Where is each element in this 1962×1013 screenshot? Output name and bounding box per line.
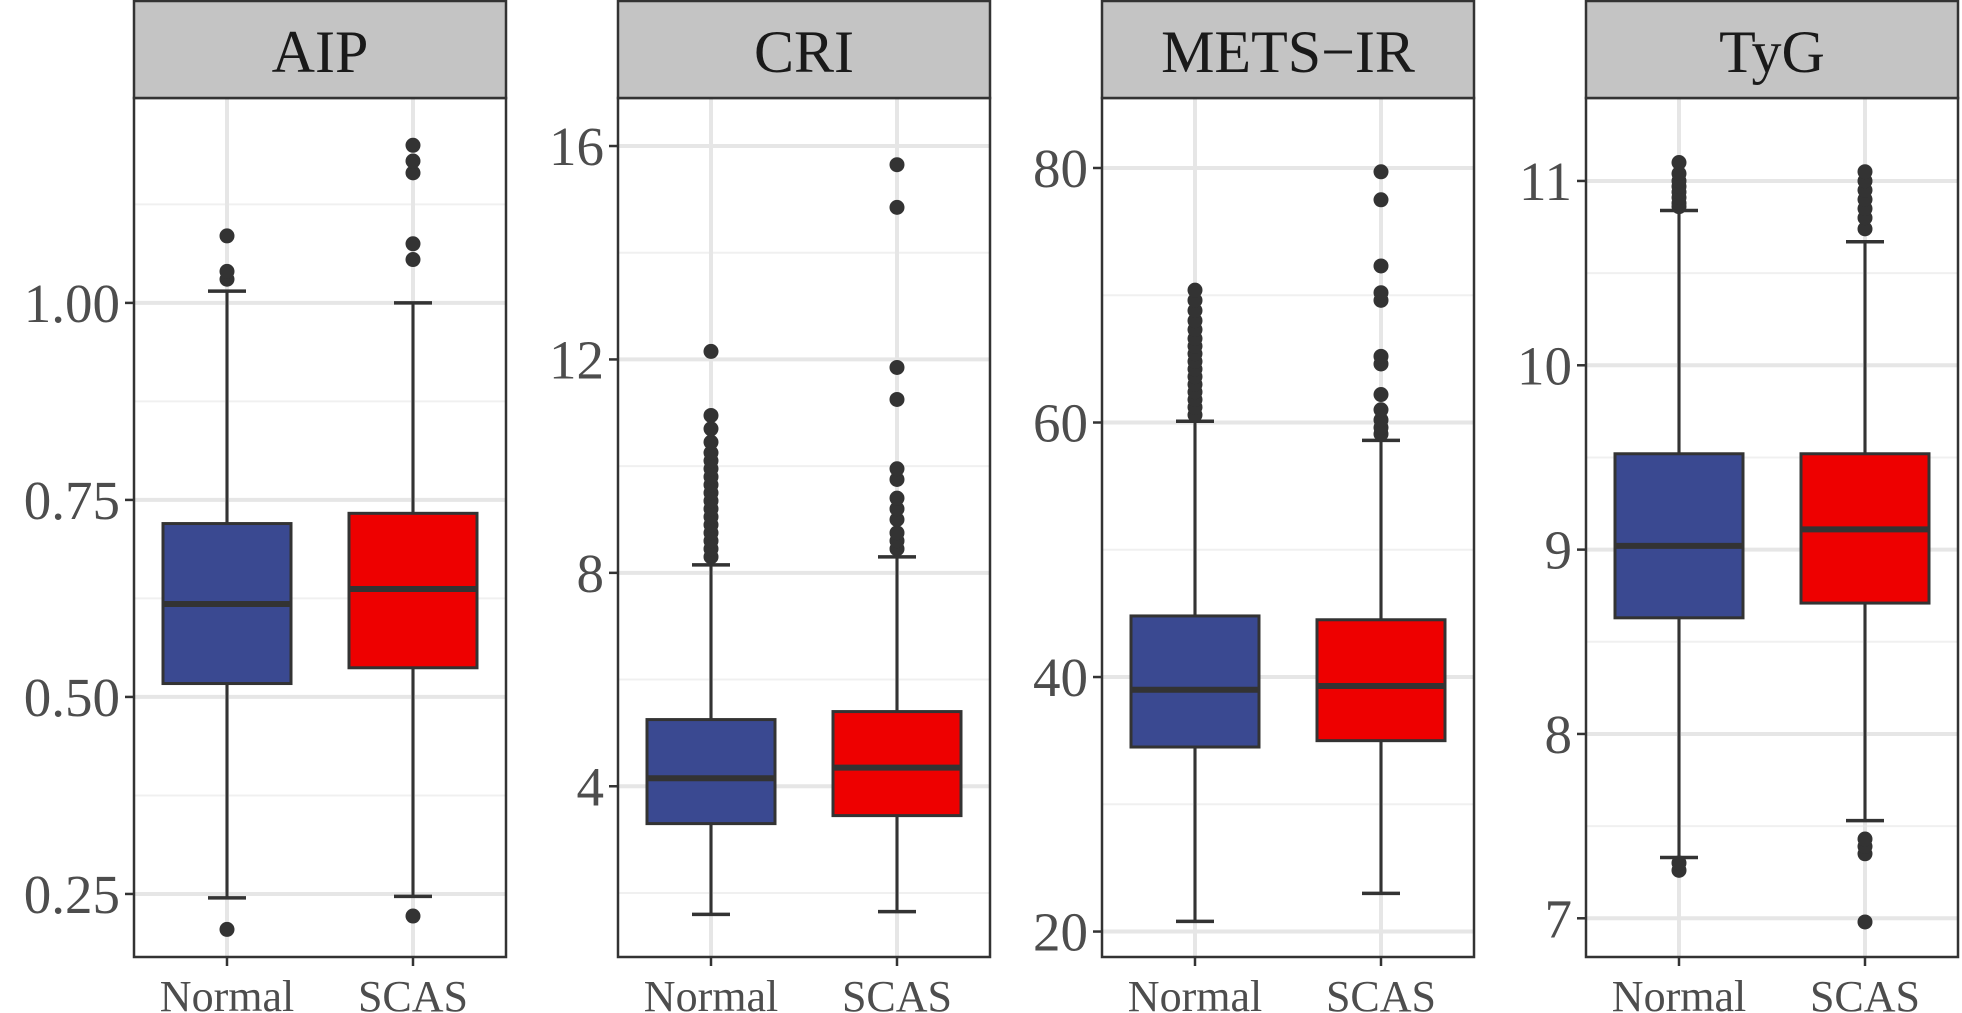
outlier-point: [1373, 258, 1389, 274]
box-normal: [1129, 282, 1261, 924]
y-tick-label: 10: [1517, 335, 1572, 396]
outlier-point: [405, 236, 421, 252]
outlier-point: [1671, 166, 1687, 182]
outlier-point: [405, 908, 421, 924]
box-scas: [831, 157, 963, 914]
panel-1: AIP 0.25 0.50 0.75 1.00 Normal SCAS: [24, 0, 508, 1013]
box-iqr: [1315, 618, 1447, 743]
outlier-point: [1671, 855, 1687, 871]
box-scas: [1799, 164, 1931, 930]
facet-strip: [616, 0, 992, 100]
y-tick-label: 12: [549, 329, 604, 390]
outlier-point: [703, 445, 719, 461]
outlier-point: [1671, 155, 1687, 171]
y-tick-label: 60: [1033, 393, 1088, 454]
box-iqr: [1613, 452, 1745, 620]
outlier-point: [889, 471, 905, 487]
outlier-point: [889, 157, 905, 173]
panel-2: CRI 4 8 12 16 Normal SCAS: [549, 0, 992, 1013]
y-tick-label: 0.75: [24, 470, 120, 531]
y-tick-label: 20: [1033, 902, 1088, 963]
box-normal: [161, 228, 293, 937]
outlier-point: [1373, 348, 1389, 364]
outlier-point: [405, 137, 421, 153]
outlier-point: [703, 343, 719, 359]
x-tick-label: SCAS: [1326, 972, 1436, 1013]
outlier-point: [703, 407, 719, 423]
y-tick-label: 4: [577, 756, 605, 817]
x-tick-label: Normal: [160, 972, 294, 1013]
box-iqr: [831, 710, 963, 818]
panel-4: TyG 7 8 9 10 11 Normal SCAS: [1517, 0, 1960, 1013]
x-tick-label: Normal: [1612, 972, 1746, 1013]
facet-title: TyG: [1719, 19, 1825, 85]
outlier-point: [1373, 285, 1389, 301]
x-tick-label: SCAS: [842, 972, 952, 1013]
box-iqr: [1129, 614, 1261, 749]
box-scas: [347, 137, 479, 924]
y-tick-label: 8: [577, 543, 605, 604]
y-tick-label: 9: [1545, 520, 1573, 581]
outlier-point: [889, 359, 905, 375]
box-normal: [645, 343, 777, 917]
outlier-point: [219, 921, 235, 937]
y-tick-label: 40: [1033, 647, 1088, 708]
y-tick-label: 80: [1033, 138, 1088, 199]
outlier-point: [219, 263, 235, 279]
panel-background: [1102, 98, 1474, 957]
y-tick-label: 8: [1545, 704, 1573, 765]
outlier-point: [1857, 831, 1873, 847]
outlier-point: [405, 165, 421, 181]
y-tick-label: 0.50: [24, 667, 120, 728]
outlier-point: [889, 501, 905, 517]
outlier-point: [1373, 387, 1389, 403]
box-scas: [1315, 164, 1447, 896]
outlier-point: [1373, 402, 1389, 418]
facet-title: METS−IR: [1161, 19, 1415, 85]
y-tick-label: 11: [1519, 151, 1572, 212]
box-iqr: [645, 718, 777, 826]
outlier-point: [1857, 914, 1873, 930]
outlier-point: [1373, 164, 1389, 180]
facet-strip: [132, 0, 508, 100]
outlier-point: [889, 391, 905, 407]
outlier-point: [889, 511, 905, 527]
outlier-point: [889, 199, 905, 215]
y-tick-label: 1.00: [24, 273, 120, 334]
facet-panels: AIP 0.25 0.50 0.75 1.00 Normal SCAS CRI 4 8 12 16 No…: [24, 0, 1960, 1013]
panel-3: METS−IR 20 40 60 80 Normal SCAS: [1033, 0, 1476, 1013]
x-tick-label: SCAS: [358, 972, 468, 1013]
outlier-point: [703, 421, 719, 437]
outlier-point: [219, 228, 235, 244]
x-tick-label: Normal: [1128, 972, 1262, 1013]
outlier-point: [889, 525, 905, 541]
outlier-point: [703, 434, 719, 450]
outlier-point: [1373, 192, 1389, 208]
outlier-point: [1187, 282, 1203, 298]
facet-title: AIP: [272, 19, 369, 85]
outlier-point: [1857, 164, 1873, 180]
outlier-point: [889, 461, 905, 477]
facet-strip: [1100, 0, 1476, 100]
box-normal: [1613, 155, 1745, 878]
facet-title: CRI: [754, 19, 854, 85]
outlier-point: [405, 153, 421, 169]
facet-strip: [1584, 0, 1960, 100]
outlier-point: [889, 490, 905, 506]
panel-background: [618, 98, 990, 957]
outlier-point: [405, 252, 421, 268]
y-tick-label: 0.25: [24, 864, 120, 925]
outlier-point: [1857, 221, 1873, 237]
x-tick-label: SCAS: [1810, 972, 1920, 1013]
y-tick-label: 7: [1545, 888, 1573, 949]
x-tick-label: Normal: [644, 972, 778, 1013]
y-tick-label: 16: [549, 116, 604, 177]
